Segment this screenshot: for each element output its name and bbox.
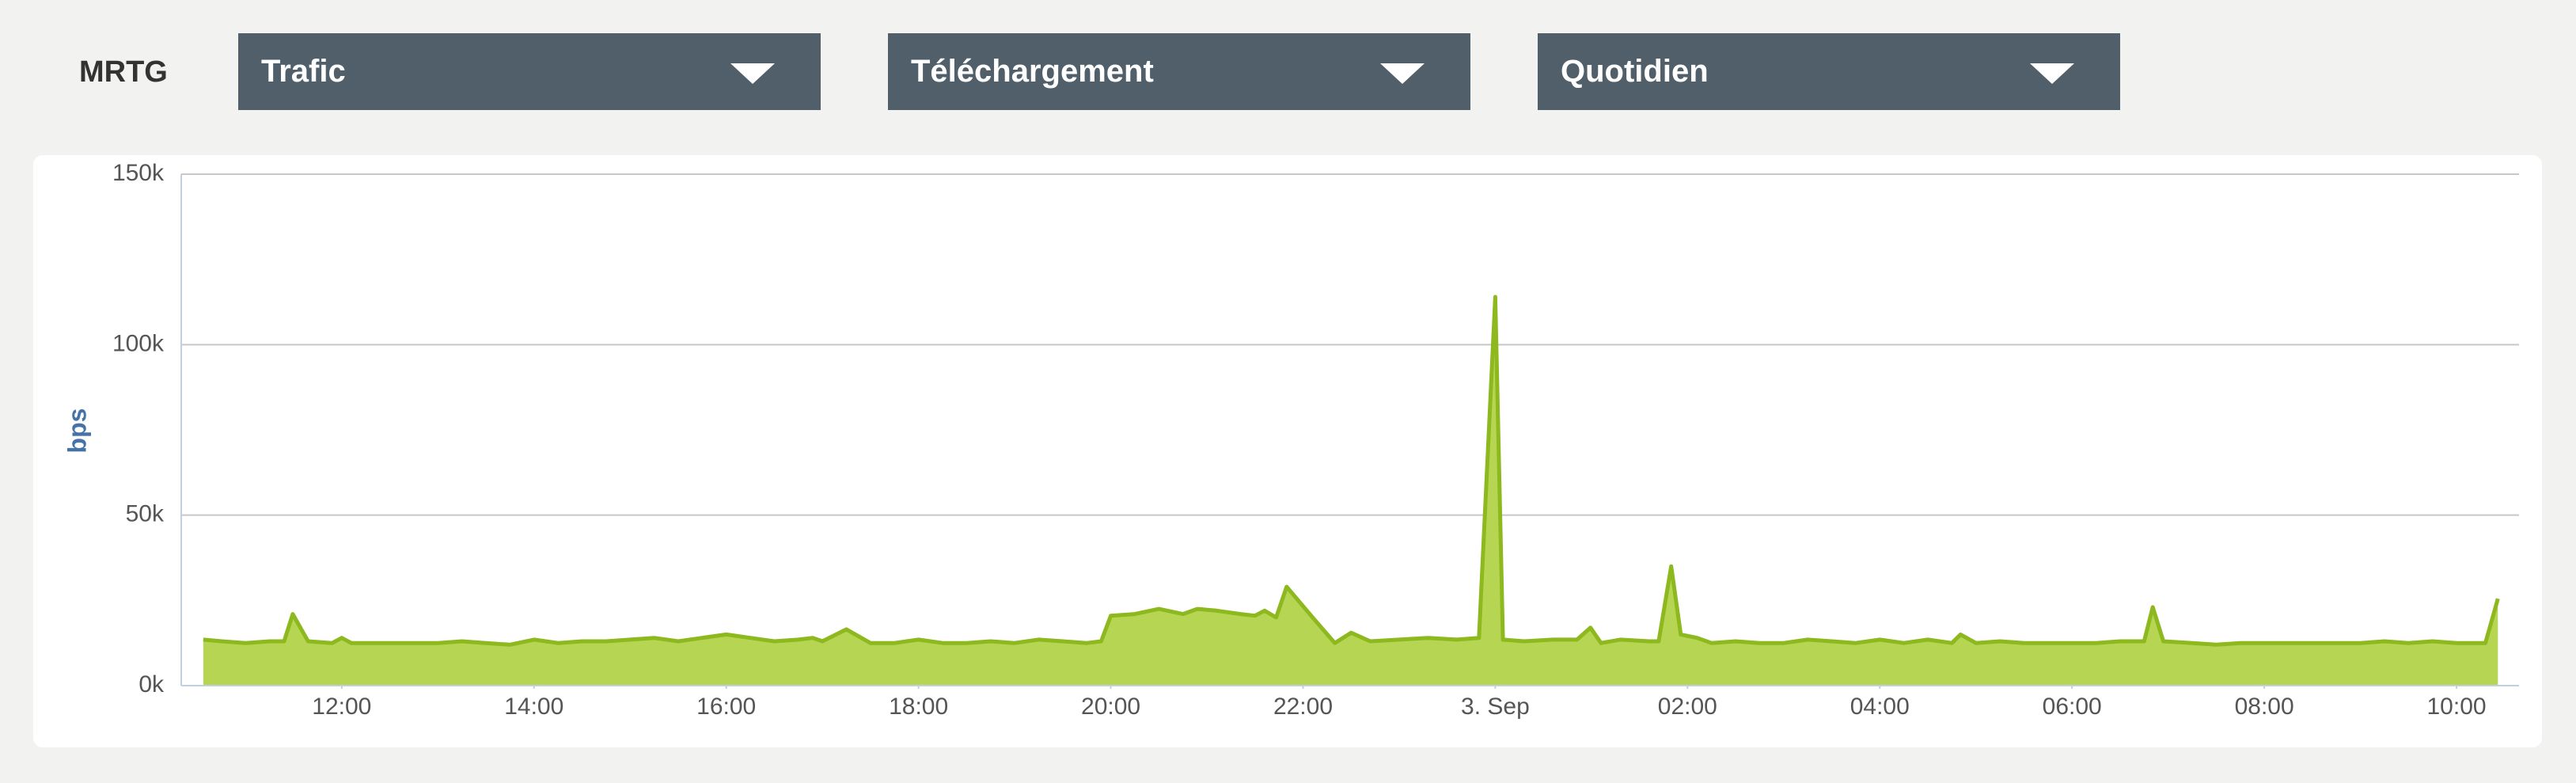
dropdown-label: Quotidien <box>1561 54 1709 89</box>
dropdown[interactable]: Quotidien <box>1538 33 2120 110</box>
dropdown-arrow <box>2030 63 2074 84</box>
chart-panel: bps 0k 50k 100k 150k 12:00 14:00 16:00 18:00 20:… <box>33 155 2542 747</box>
y-tick-label: 100k <box>112 330 165 356</box>
x-tick-label: 3. Sep <box>1461 694 1530 720</box>
x-tick-label: 18:00 <box>889 694 948 720</box>
x-tick-label: 22:00 <box>1273 694 1333 720</box>
x-tick-label: 10:00 <box>2427 694 2487 720</box>
dropdown[interactable]: Trafic <box>238 33 821 110</box>
dropdown[interactable]: Téléchargement <box>888 33 1470 110</box>
area <box>203 297 2498 686</box>
dropdown-arrow <box>1380 63 1425 84</box>
x-tick-label: 16:00 <box>696 694 756 720</box>
x-tick-label: 02:00 <box>1658 694 1717 720</box>
line <box>203 295 2500 647</box>
x-tick-label: 06:00 <box>2043 694 2102 720</box>
y-axis-label: bps <box>63 409 91 454</box>
y-tick-label: 0k <box>138 671 165 697</box>
x-tick-label: 20:00 <box>1081 694 1140 720</box>
x-tick-label: 08:00 <box>2235 694 2294 720</box>
dropdown-label: Trafic <box>261 54 346 89</box>
app-title: MRTG <box>79 55 168 89</box>
y-tick-label: 50k <box>126 501 165 527</box>
x-tick-label: 14:00 <box>504 694 563 720</box>
chart: bps 0k 50k 100k 150k 12:00 14:00 16:00 18:00 20:… <box>63 160 2519 720</box>
x-tick-label: 04:00 <box>1850 694 1910 720</box>
dropdown-arrow <box>730 63 775 84</box>
dropdown-label: Téléchargement <box>911 54 1154 89</box>
y-tick-label: 150k <box>112 160 165 186</box>
x-tick-label: 12:00 <box>312 694 371 720</box>
